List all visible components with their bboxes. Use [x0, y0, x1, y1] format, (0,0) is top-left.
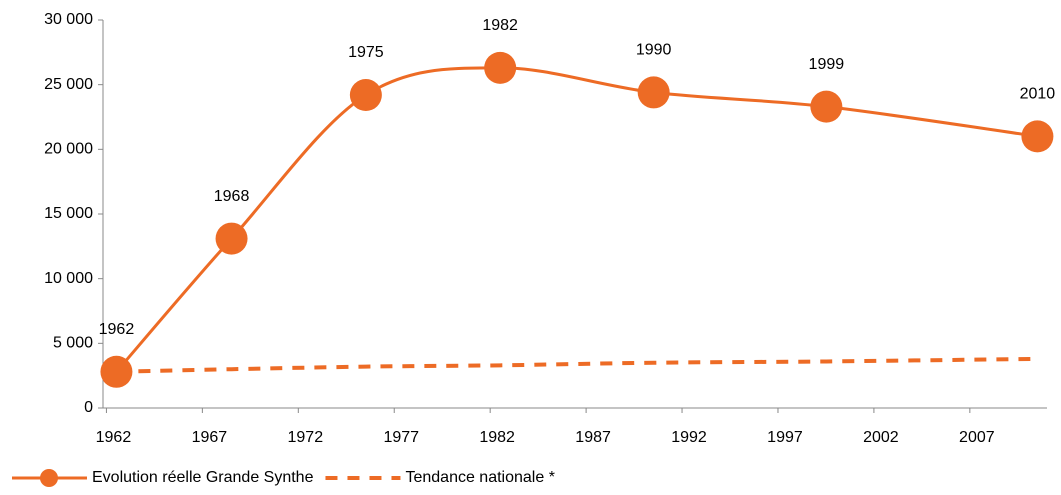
y-tick-label: 5 000: [53, 335, 93, 352]
x-tick-label: 1987: [575, 429, 611, 446]
point-label: 1999: [809, 56, 845, 73]
x-tick-label: 2002: [863, 429, 899, 446]
point-label: 1990: [636, 42, 672, 59]
y-tick-label: 30 000: [44, 11, 93, 28]
x-tick-label: 1977: [383, 429, 419, 446]
y-tick-label: 25 000: [44, 76, 93, 93]
point-label: 1982: [482, 17, 518, 34]
point-label: 2010: [1020, 86, 1056, 103]
data-point: [349, 79, 382, 112]
x-tick-label: 2007: [959, 429, 995, 446]
data-point: [637, 76, 670, 109]
x-tick-label: 1972: [288, 429, 324, 446]
x-tick-label: 1992: [671, 429, 707, 446]
y-tick-label: 15 000: [44, 205, 93, 222]
x-tick-label: 1962: [96, 429, 132, 446]
y-tick-label: 10 000: [44, 270, 93, 287]
point-label: 1968: [214, 188, 250, 205]
legend-label: Evolution réelle Grande Synthe: [92, 469, 314, 486]
x-tick-label: 1982: [479, 429, 515, 446]
data-point: [810, 90, 843, 123]
y-tick-label: 0: [84, 399, 93, 416]
legend-marker: [40, 469, 58, 487]
y-tick-label: 20 000: [44, 141, 93, 158]
data-point: [484, 51, 517, 84]
legend-label: Tendance nationale *: [405, 469, 554, 486]
x-tick-label: 1997: [767, 429, 803, 446]
series-line: [115, 66, 1038, 373]
x-tick-label: 1967: [192, 429, 228, 446]
point-label: 1975: [348, 44, 384, 61]
point-label: 1962: [99, 321, 135, 338]
series-line: [116, 356, 1038, 374]
data-point: [215, 222, 248, 255]
data-point: [1021, 120, 1054, 153]
data-point: [100, 355, 133, 388]
